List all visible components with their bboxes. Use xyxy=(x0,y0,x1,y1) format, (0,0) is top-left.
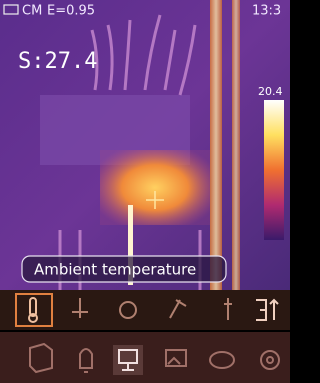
tooltip-text: Ambient temperature xyxy=(34,261,196,279)
toolbar-background xyxy=(0,332,290,383)
mode-label: CM xyxy=(22,4,42,19)
thermal-image xyxy=(0,0,290,290)
toolbar-top xyxy=(0,290,290,330)
hot-stripe xyxy=(232,0,240,290)
color-scale xyxy=(264,100,284,240)
hot-zone xyxy=(100,150,210,225)
scale-max-label: 20.4 xyxy=(258,85,283,98)
hot-stripe xyxy=(210,0,222,290)
thermal-screen: CM E=0.95 13:3 S:27.4 20.4 Ambient tempe… xyxy=(0,0,290,383)
toolbar-background xyxy=(0,290,290,330)
emissivity-label: E=0.95 xyxy=(47,4,95,19)
toolbar-bottom xyxy=(0,332,290,383)
tooltip: Ambient temperature xyxy=(22,256,226,282)
clock: 13:3 xyxy=(252,4,281,19)
spot-temperature: S:27.4 xyxy=(18,49,97,74)
